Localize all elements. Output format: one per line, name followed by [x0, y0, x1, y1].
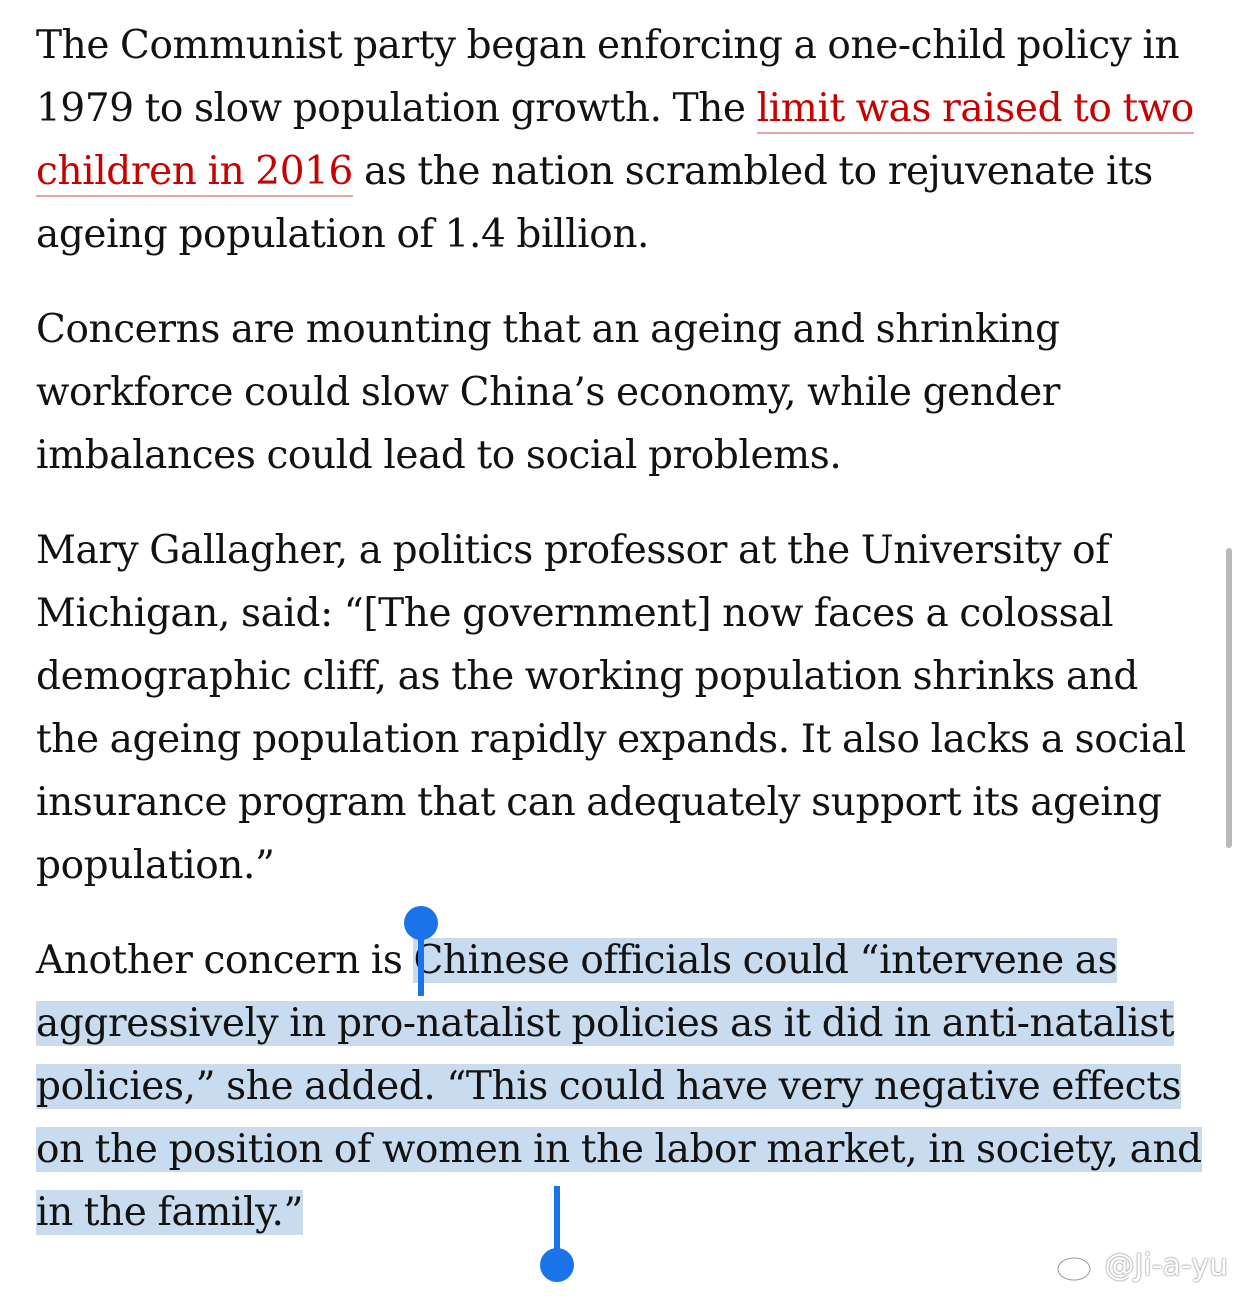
paragraph-text: Another concern is: [36, 938, 414, 983]
watermark-text: @Ji-a-yu: [1104, 1247, 1228, 1283]
paragraph-text: The Communist party began enforcing a on…: [36, 23, 1180, 131]
selection-end-handle[interactable]: [540, 1248, 574, 1282]
selection-start-caret: [418, 922, 424, 996]
link-two-child-limit[interactable]: limit was raised to two children in 2016: [36, 86, 1194, 197]
paragraph-text: as the nation scrambled to rejuvenate it…: [36, 149, 1153, 257]
watermark: @Ji-a-yu: [1055, 1247, 1228, 1283]
scrollbar[interactable]: [1226, 548, 1232, 848]
weibo-icon: [1056, 1251, 1095, 1282]
paragraph-workforce-concerns: Concerns are mounting that an ageing and…: [36, 307, 1061, 478]
paragraph-one-child-policy: The Communist party began enforcing a on…: [36, 14, 1202, 266]
selection-end-caret: [554, 1186, 560, 1268]
paragraph-gallagher-quote: Mary Gallagher, a politics professor at …: [36, 528, 1186, 888]
paragraph-another-concern[interactable]: Another concern is Chinese officials cou…: [36, 929, 1202, 1244]
